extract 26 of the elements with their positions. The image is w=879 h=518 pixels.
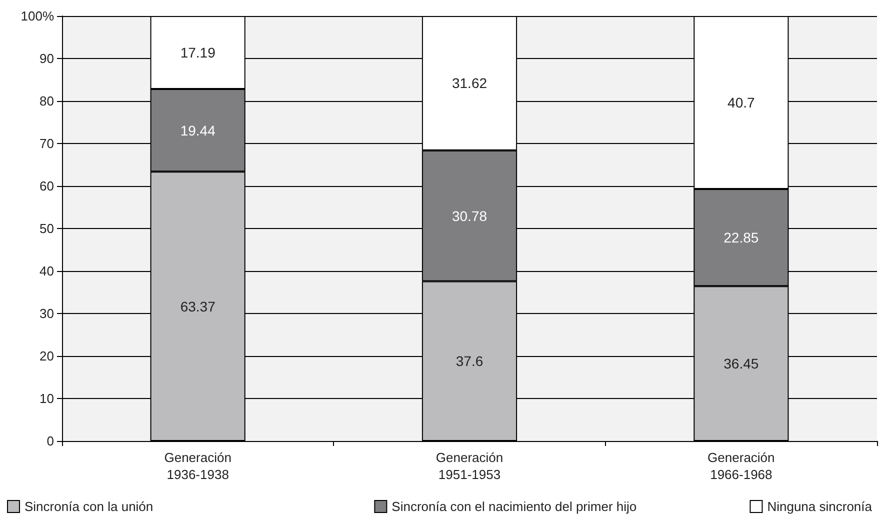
legend-label: Ninguna sincronía [767,499,873,514]
data-label: 19.44 [180,122,216,138]
y-tick-label: 20 [40,348,54,364]
y-tick-label: 60 [40,178,54,194]
y-tick-label: 40 [40,264,54,278]
data-label: 36.45 [724,356,759,372]
data-label: 63.37 [180,298,216,314]
data-label: 17.19 [180,44,216,61]
y-tick-label: 30 [40,306,54,321]
x-tick-label: Generación 1936-1938 [164,450,232,482]
data-label: 22.85 [724,230,759,246]
data-label: 40.7 [728,94,756,110]
legend-label: Sincronía con el nacimiento del primer hijo [392,499,637,514]
y-tick-label: 90 [40,51,54,66]
data-label: 30.78 [452,208,488,224]
y-tick-label: 100% [20,8,54,24]
y-tick-label: 10 [40,391,54,406]
y-tick-label: 50 [40,221,54,236]
data-label: 37.6 [456,353,484,370]
y-tick-label: 0 [46,434,54,448]
data-label: 31.62 [452,75,488,92]
y-tick-label: 70 [40,136,54,151]
legend-label: Sincronía con la unión [24,499,154,514]
y-tick-label: 80 [40,94,54,108]
x-tick-label: Generación 1966-1968 [708,450,775,482]
x-tick-label: Generación 1951-1953 [436,450,504,482]
